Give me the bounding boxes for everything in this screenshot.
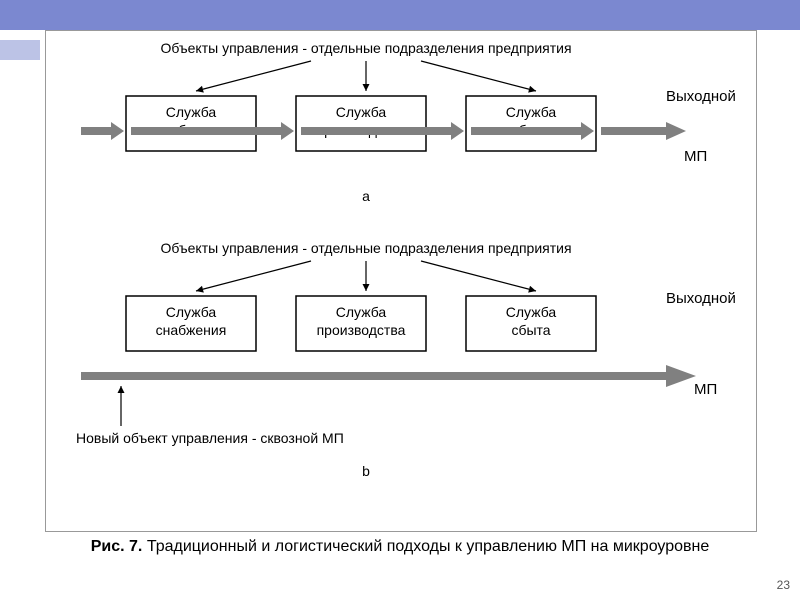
svg-text:Служба: Служба [506,304,557,320]
svg-text:Служба: Служба [166,304,217,320]
panel-label-b: b [362,463,370,479]
top-accent-bar [0,0,800,30]
figure-caption: Рис. 7. Традиционный и логистический под… [0,538,800,556]
diagram-frame: Объекты управления - отдельные подраздел… [45,30,757,532]
svg-text:Служба: Служба [166,104,217,120]
box-b-3: Служба сбыта [466,296,596,351]
svg-text:Служба: Служба [336,304,387,320]
arrow-header-b-3 [421,261,536,291]
svg-text:снабжения: снабжения [156,322,227,338]
box-a-3: Служба сбыта [466,96,596,151]
panel-label-a: a [362,188,370,204]
box-a-2: Служба производства [296,96,426,151]
svg-text:сбыта: сбыта [511,322,550,338]
page-number: 23 [777,578,790,592]
flow-b [81,365,696,387]
caption-rest: Традиционный и логистический подходы к у… [142,538,709,555]
caption-bold: Рис. 7. [91,538,143,555]
box-a-1: Служба снабжения [126,96,256,151]
box-b-2: Служба производства [296,296,426,351]
svg-text:производства: производства [317,322,406,338]
side-accent-bar [0,40,40,60]
output-label-b: Выходной [666,290,736,307]
diagram-svg: Объекты управления - отдельные подраздел… [46,31,756,531]
header-b: Объекты управления - отдельные подраздел… [160,240,571,256]
note-b: Новый объект управления - сквозной МП [76,430,344,446]
svg-text:Служба: Служба [336,104,387,120]
svg-text:Служба: Служба [506,104,557,120]
mp-label-a: МП [684,148,707,165]
arrow-header-a-1 [196,61,311,91]
mp-label-b: МП [694,381,717,398]
output-label-a: Выходной [666,88,736,105]
header-a: Объекты управления - отдельные подраздел… [160,40,571,56]
arrow-header-a-3 [421,61,536,91]
box-b-1: Служба снабжения [126,296,256,351]
arrow-header-b-1 [196,261,311,291]
